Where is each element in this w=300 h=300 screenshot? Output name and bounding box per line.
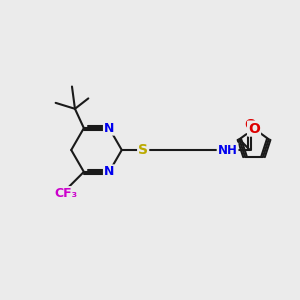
Text: NH: NH: [218, 143, 238, 157]
Text: S: S: [138, 143, 148, 157]
Text: CF₃: CF₃: [55, 187, 78, 200]
Text: N: N: [104, 122, 114, 135]
Text: O: O: [244, 118, 256, 132]
Text: N: N: [104, 165, 114, 178]
Text: O: O: [248, 122, 260, 136]
